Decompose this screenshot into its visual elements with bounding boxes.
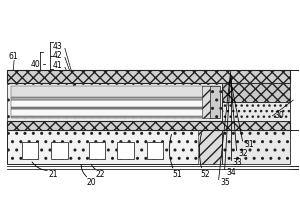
Text: 31: 31 <box>244 140 254 149</box>
Text: 21: 21 <box>48 170 58 179</box>
Bar <box>7 83 222 121</box>
Bar <box>11 86 220 97</box>
Text: 34: 34 <box>226 168 236 177</box>
Bar <box>117 142 134 159</box>
Text: 61: 61 <box>8 52 18 61</box>
Text: 35: 35 <box>220 178 230 187</box>
Bar <box>11 100 220 107</box>
Text: 43: 43 <box>53 42 63 51</box>
Bar <box>222 128 290 164</box>
Bar <box>52 142 68 159</box>
Bar <box>147 142 164 159</box>
Bar <box>210 86 220 118</box>
Text: 42: 42 <box>53 51 63 60</box>
Text: 20: 20 <box>87 178 97 187</box>
Bar <box>222 102 290 121</box>
Text: 22: 22 <box>96 170 106 179</box>
Bar <box>7 128 222 164</box>
Bar <box>7 70 290 83</box>
Text: 51: 51 <box>172 170 182 179</box>
Bar <box>11 107 220 109</box>
Text: 33: 33 <box>232 158 242 167</box>
Bar <box>11 116 220 118</box>
Text: 52: 52 <box>200 170 210 179</box>
Bar <box>198 128 222 164</box>
Bar <box>11 109 220 116</box>
Bar <box>22 142 38 159</box>
Bar <box>11 97 220 100</box>
Bar <box>7 121 290 130</box>
Text: 30: 30 <box>274 111 284 120</box>
Text: 41: 41 <box>53 61 63 70</box>
Bar <box>89 142 105 159</box>
Bar <box>222 83 290 102</box>
Text: 32: 32 <box>238 149 248 158</box>
Text: 40: 40 <box>31 60 40 69</box>
Bar <box>202 86 211 118</box>
